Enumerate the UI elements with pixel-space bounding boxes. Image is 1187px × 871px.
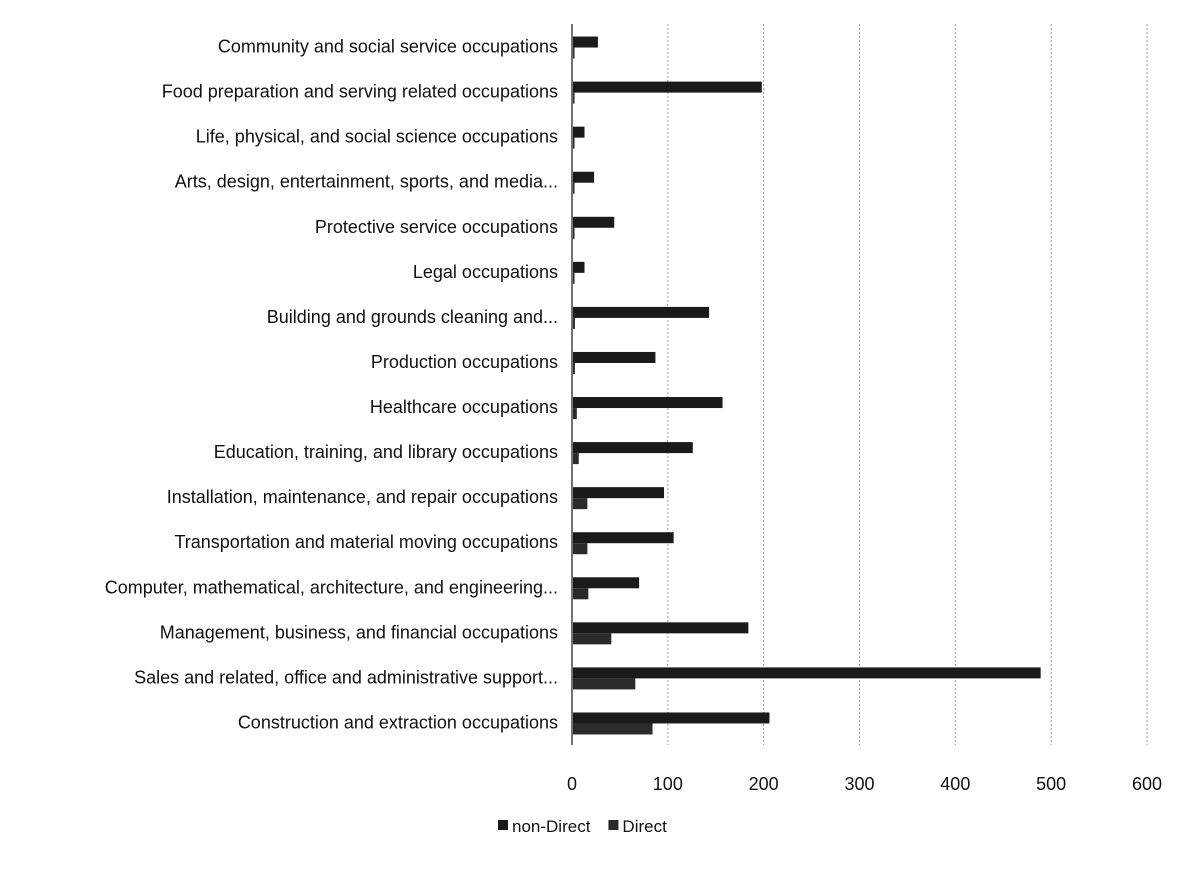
legend-label: non-Direct [512, 817, 591, 836]
bar-non-direct [573, 261, 585, 273]
bar-direct [573, 362, 575, 374]
category-label: Life, physical, and social science occup… [196, 127, 558, 147]
bar-direct [573, 47, 575, 59]
bar-non-direct [573, 667, 1041, 679]
x-tick-label: 0 [567, 774, 577, 794]
x-tick-label: 600 [1132, 774, 1162, 794]
bar-non-direct [573, 532, 674, 544]
category-label: Management, business, and financial occu… [160, 622, 558, 642]
bar-direct [573, 723, 653, 735]
bar-non-direct [573, 216, 615, 228]
category-label: Production occupations [371, 352, 558, 372]
category-label: Legal occupations [413, 262, 558, 282]
x-axis-ticks: 0 100 200 300 400 500 600 [567, 774, 1162, 794]
category-labels: Community and social service occupations… [105, 37, 558, 733]
category-label: Arts, design, entertainment, sports, and… [175, 172, 558, 192]
category-label: Community and social service occupations [218, 37, 558, 57]
bar-non-direct [573, 397, 723, 409]
bar-non-direct [573, 442, 693, 454]
bar-direct [573, 182, 575, 194]
bar-direct [573, 272, 575, 284]
bar-direct [573, 498, 588, 510]
bar-direct [573, 408, 577, 420]
legend: non-Direct Direct [498, 817, 667, 836]
bar-direct [573, 227, 575, 239]
category-label: Installation, maintenance, and repair oc… [167, 487, 558, 507]
bar-non-direct [573, 126, 585, 138]
category-label: Protective service occupations [315, 217, 558, 237]
bar-direct [573, 453, 579, 465]
bar-direct [573, 137, 575, 149]
bar-non-direct [573, 712, 770, 724]
category-label: Food preparation and serving related occ… [162, 82, 558, 102]
category-label: Education, training, and library occupat… [214, 442, 558, 462]
x-tick-label: 200 [749, 774, 779, 794]
category-label: Sales and related, office and administra… [134, 667, 558, 687]
category-label: Healthcare occupations [370, 397, 558, 417]
bar-direct [573, 588, 589, 600]
category-label: Building and grounds cleaning and... [267, 307, 558, 327]
bar-non-direct [573, 351, 656, 363]
bar-direct [573, 543, 588, 555]
category-label: Construction and extraction occupations [238, 712, 558, 732]
bar-direct [573, 633, 612, 645]
bar-non-direct [573, 487, 665, 499]
bar-non-direct [573, 577, 640, 589]
bar-direct [573, 92, 575, 104]
legend-swatch [498, 820, 508, 830]
x-tick-label: 400 [940, 774, 970, 794]
bar-non-direct [573, 171, 595, 183]
legend-label: Direct [622, 817, 667, 836]
bar-non-direct [573, 306, 710, 318]
x-tick-label: 300 [844, 774, 874, 794]
gridlines [571, 24, 1148, 745]
bar-non-direct [573, 622, 749, 634]
x-tick-label: 500 [1036, 774, 1066, 794]
category-label: Transportation and material moving occup… [174, 532, 558, 552]
bars [573, 36, 1041, 735]
x-tick-label: 100 [653, 774, 683, 794]
bar-non-direct [573, 36, 598, 48]
bar-direct [573, 678, 636, 690]
bar-non-direct [573, 81, 762, 93]
legend-swatch [608, 820, 619, 830]
bar-direct [573, 317, 575, 329]
category-label: Computer, mathematical, architecture, an… [105, 577, 558, 597]
